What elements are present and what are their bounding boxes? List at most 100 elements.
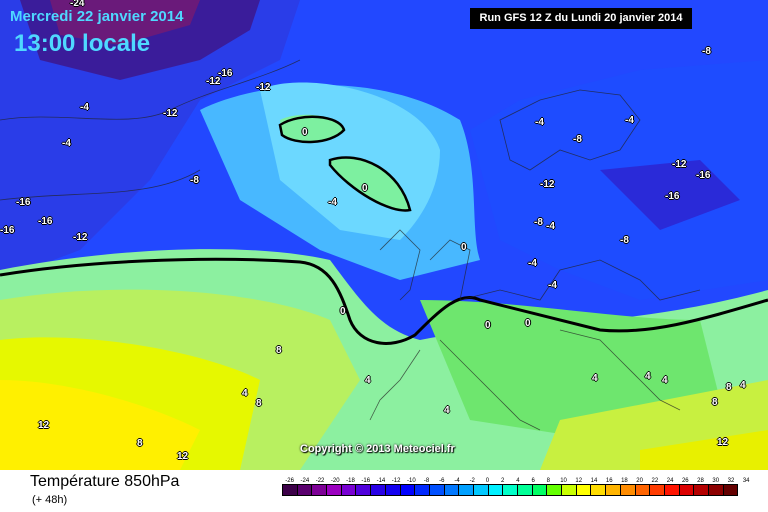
isotherm-label: -24: [70, 0, 85, 9]
isotherm-label: -12: [73, 232, 88, 243]
lead-time: (+ 48h): [32, 494, 68, 506]
isotherm-label: -16: [38, 216, 53, 227]
isotherm-label: 0: [340, 306, 346, 317]
isotherm-label: -4: [80, 102, 89, 113]
isotherm-label: 0: [525, 318, 531, 329]
isotherm-label: 8: [712, 397, 718, 408]
forecast-date: Mercredi 22 janvier 2014: [10, 8, 184, 25]
isotherm-label: -4: [528, 258, 537, 269]
isotherm-label: -4: [62, 138, 71, 149]
scale-label: -24: [300, 478, 310, 484]
scale-swatch: [502, 484, 518, 496]
scale-label: -18: [346, 478, 355, 484]
variable-title: Température 850hPa: [30, 473, 180, 490]
warm-pocket-1: [280, 114, 345, 142]
forecast-time: 13:00 locale: [14, 30, 151, 57]
scale-label: 4: [516, 478, 520, 484]
scale-label: -2: [469, 478, 475, 484]
isotherm-label: -12: [540, 179, 555, 190]
scale-label: 14: [590, 478, 598, 484]
cold-region-west: [0, 0, 300, 280]
scale-swatch: [663, 484, 680, 496]
isotherm-label: -8: [190, 175, 199, 186]
scale-label: -26: [285, 478, 294, 484]
scale-swatch: [370, 484, 386, 496]
scale-swatch: [340, 484, 357, 496]
isotherm-label: -12: [540, 179, 555, 190]
scale-swatch: [649, 484, 665, 496]
isotherm-label: -8: [620, 235, 629, 246]
scale-label: 18: [621, 478, 628, 484]
isotherm-label: -8: [534, 217, 543, 228]
scale-swatch: [296, 484, 313, 496]
scale-label: 10: [560, 478, 567, 484]
isotherm-label: 4: [662, 375, 668, 386]
scale-label: 20: [636, 478, 643, 484]
isotherm-label: -16: [696, 170, 711, 181]
scale-swatch: [707, 484, 724, 496]
scale-labels: -26 -24 -22 -20 -18 -16 -14 -12 -10 -8 -6 -4 -2 0 2 4 6 8…: [282, 478, 754, 484]
isotherm-label: -16: [218, 68, 233, 79]
isotherm-label: -4: [535, 117, 544, 128]
scale-swatch: [546, 484, 563, 496]
legend-footer: Température 850hPa (+ 48h) -26 -24 -22 -20-…: [0, 470, 768, 512]
scale-swatch: [443, 484, 460, 496]
scale-label: 32: [727, 478, 735, 484]
scale-swatch: [399, 484, 416, 496]
isotherm-label: 4: [645, 371, 651, 382]
isotherm-label: -8: [573, 134, 582, 145]
scale-label: 12: [575, 478, 583, 484]
isotherm-label: -8: [190, 175, 199, 186]
scale-label: -8: [423, 478, 430, 484]
coastlines: [0, 59, 701, 431]
isotherm-label: -4: [625, 115, 634, 126]
temperature-map: Mercredi 22 janvier 2014 13:00 locale Ru…: [0, 0, 768, 470]
scale-swatch: [311, 484, 328, 496]
scale-swatch: [326, 484, 342, 496]
scale-label: 2: [501, 478, 505, 484]
scale-label: -4: [454, 478, 460, 484]
scale-label: -10: [407, 478, 416, 484]
scale-label: -20: [330, 478, 340, 484]
copyright-notice: Copyright © 2013 Meteociel.fr: [300, 443, 455, 455]
scale-swatch: [575, 484, 592, 496]
isotherm-label: -4: [328, 197, 337, 208]
scale-swatch: [517, 484, 533, 496]
scale-label: -16: [361, 478, 371, 484]
scale-swatch: [282, 484, 298, 496]
scale-swatch: [634, 484, 651, 496]
scale-swatch: [590, 484, 607, 496]
map-canvas: [0, 0, 768, 470]
scale-swatch: [384, 484, 401, 496]
scale-label: -6: [439, 478, 445, 484]
scale-swatch: [678, 484, 695, 496]
scale-swatch: [355, 484, 372, 496]
isotherm-label: 8: [276, 345, 282, 356]
isotherm-label: 4: [740, 380, 746, 391]
isotherm-label: -12: [206, 76, 221, 87]
scale-swatch: [693, 484, 709, 496]
scale-label: 28: [697, 478, 704, 484]
isotherm-label: -4: [548, 280, 557, 291]
scale-label: 30: [712, 478, 720, 484]
zero-isotherm-line: [0, 257, 768, 345]
isotherm-label: 12: [38, 420, 50, 431]
isotherm-label: -4: [528, 258, 537, 269]
scale-label: -22: [315, 478, 325, 484]
scale-swatch: [414, 484, 430, 496]
isotherm-label: -8: [702, 46, 711, 57]
scale-swatch: [428, 484, 445, 496]
scale-label: 26: [681, 478, 689, 484]
isotherm-label: 8: [256, 398, 262, 409]
scale-swatch: [472, 484, 489, 496]
scale-label: 6: [531, 478, 535, 484]
isotherm-label: 4: [444, 405, 450, 416]
scale-swatch: [561, 484, 577, 496]
model-run-label: Run GFS 12 Z du Lundi 20 janvier 2014: [470, 8, 692, 29]
scale-swatch: [487, 484, 504, 496]
isotherm-label: 8: [726, 382, 732, 393]
scale-label: 16: [605, 478, 613, 484]
scale-label: 8: [546, 478, 550, 484]
scale-label: 22: [651, 478, 659, 484]
scale-label: 24: [666, 478, 674, 484]
